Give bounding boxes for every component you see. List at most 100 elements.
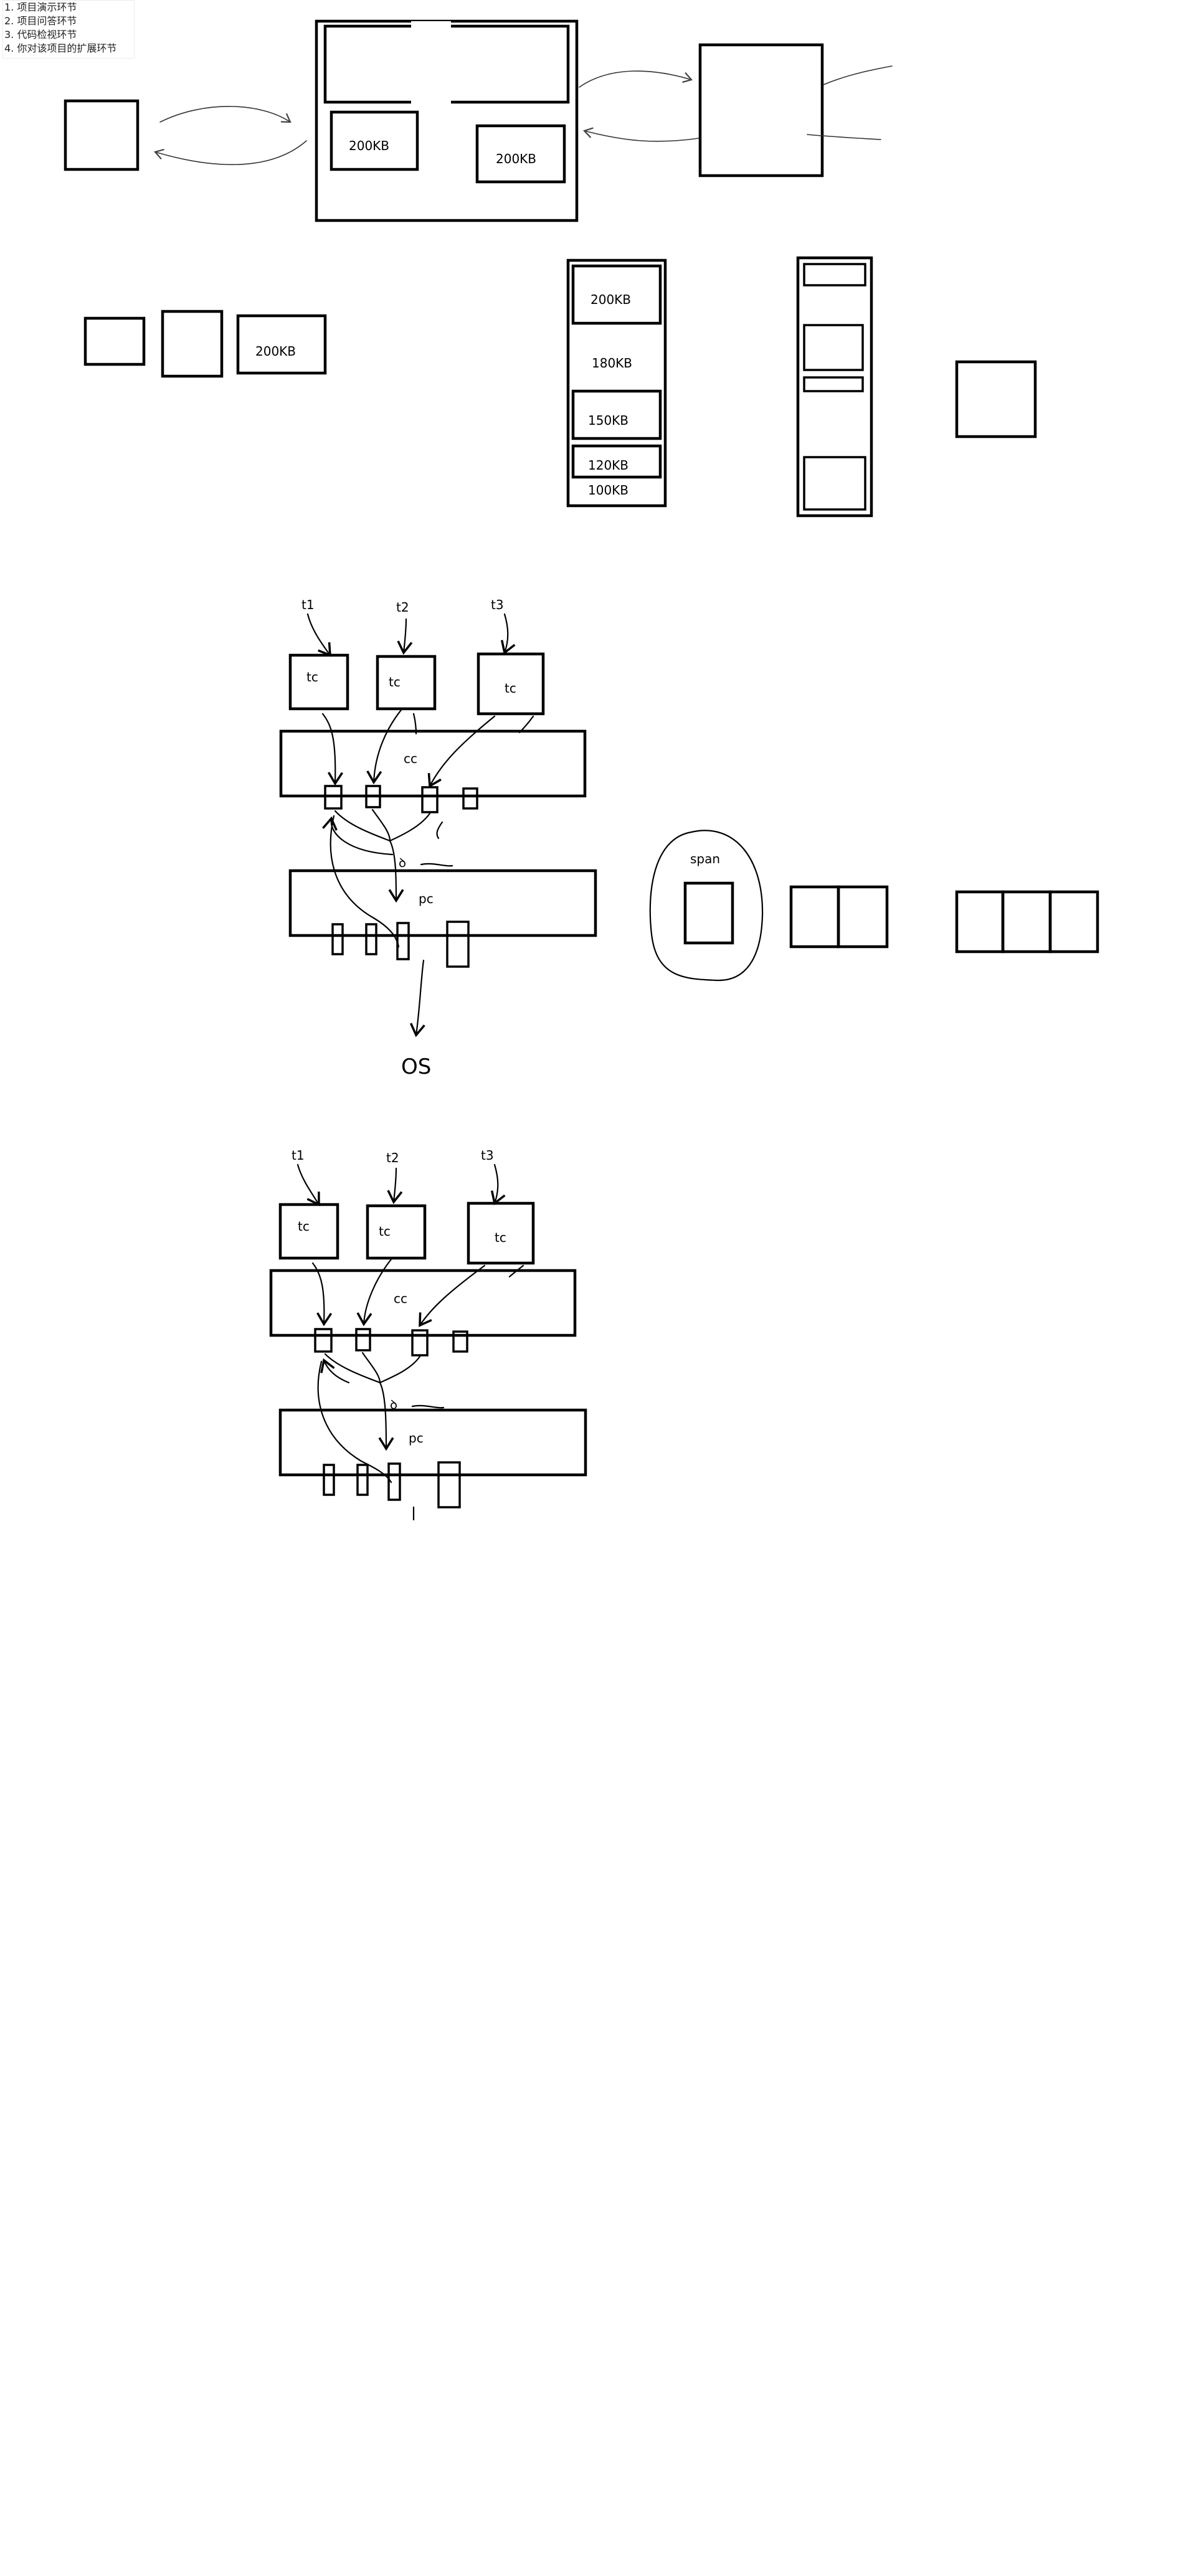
d2-marker: ꝺ <box>390 1397 397 1412</box>
compact-block-3 <box>803 376 864 392</box>
d1-join-slot3 <box>389 812 431 842</box>
d2-t2-label: t2 <box>386 1150 399 1165</box>
heap-block-b-label: 200KB <box>496 151 536 166</box>
d2-return-arrow <box>320 1358 350 1384</box>
d1-marker-dash <box>420 863 453 867</box>
span2-page-2 <box>837 885 889 949</box>
d2-arrow-t1 <box>296 1163 320 1206</box>
mem-200kb <box>571 264 662 325</box>
d1-arrow-t2 <box>397 618 413 655</box>
mem-200kb-label: 200KB <box>590 292 631 307</box>
d2-cc-slot-4 <box>452 1330 468 1353</box>
arrow-to-os-block <box>579 70 693 88</box>
d2-cc-label: cc <box>394 1291 407 1306</box>
d1-arrow-tc2-cc <box>366 709 402 785</box>
d1-dot <box>436 821 443 840</box>
d1-arrow-t1 <box>306 613 331 657</box>
d1-cc-slot-2 <box>365 785 381 808</box>
d2-pc-slot-2 <box>356 1464 369 1496</box>
d1-tc-2-label: tc <box>389 675 401 689</box>
d1-t3-label: t3 <box>491 597 504 612</box>
d1-tick-tc2 <box>412 713 417 735</box>
note-item-2: 2. 项目问答环节 <box>4 15 77 27</box>
small-block-3 <box>236 314 327 375</box>
d1-pc-slot-3 <box>396 922 410 960</box>
d1-return-arrow <box>322 816 394 856</box>
d2-join-slot2 <box>361 1352 381 1384</box>
mem-100kb-label: 100KB <box>588 483 628 498</box>
compact-block-1 <box>803 263 866 286</box>
span3-page-2 <box>1001 890 1052 954</box>
heap-block-b <box>475 124 566 184</box>
arrow-from-heap <box>153 140 307 166</box>
compact-block-2 <box>803 324 864 371</box>
d1-tc-2 <box>376 655 437 711</box>
d1-t2-label: t2 <box>396 600 409 615</box>
memory-column <box>566 258 667 508</box>
d1-os-label: OS <box>401 1054 431 1079</box>
mem-120kb-label: 120KB <box>588 458 628 473</box>
span-page <box>683 881 734 945</box>
d1-cc-slot-1 <box>324 785 343 810</box>
d2-marker-dash <box>411 1404 445 1409</box>
small-block-left <box>64 99 140 171</box>
small-block-1 <box>83 316 146 366</box>
d2-arrow-slot1-pc <box>324 1353 394 1451</box>
compact-column <box>796 256 873 518</box>
d2-pc-slot-1 <box>323 1464 335 1496</box>
d1-cc-box <box>279 729 587 798</box>
arrow-from-os-block <box>582 127 700 142</box>
mem-150kb-label: 150KB <box>588 413 628 428</box>
compact-block-4 <box>803 456 866 511</box>
d2-join-slot3 <box>379 1355 421 1384</box>
d1-loop-left <box>330 815 400 948</box>
os-block <box>698 43 824 178</box>
d1-pc-label: pc <box>419 891 434 906</box>
d2-tc-3-label: tc <box>495 1230 506 1245</box>
free-block <box>955 360 1037 438</box>
d1-pc-slot-1 <box>331 923 344 955</box>
span-label: span <box>690 851 720 866</box>
d1-marker: ꝺ <box>399 855 406 870</box>
d1-pc-slot-4 <box>446 921 470 968</box>
d1-cc-slot-3 <box>421 786 439 813</box>
d2-loop-left <box>317 1360 392 1484</box>
mem-150kb <box>571 389 662 440</box>
d1-arrow-tc3-cc <box>427 715 496 788</box>
d1-pc-slot-2 <box>365 923 377 955</box>
note-item-1: 1. 项目演示环节 <box>4 1 77 13</box>
arrow-to-heap <box>159 106 292 123</box>
d1-t1-label: t1 <box>301 597 315 612</box>
d1-join-slot2 <box>371 808 391 842</box>
mem-120kb <box>571 444 662 479</box>
heap-block-a <box>330 110 419 171</box>
d1-arrow-to-os <box>409 959 425 1038</box>
small-block-2 <box>161 310 224 378</box>
d2-cc-slot-1 <box>314 1328 333 1353</box>
d2-arrow-t2 <box>387 1167 403 1205</box>
mem-180kb-label: 180KB <box>592 356 632 371</box>
d1-arrow-slot1-pc <box>334 810 404 903</box>
d1-tc-1-label: tc <box>306 670 318 684</box>
d2-pc-label: pc <box>409 1431 424 1446</box>
d2-pc-slot-3 <box>387 1462 401 1501</box>
d2-tc-1-label: tc <box>298 1219 310 1234</box>
d1-arrow-tc1-cc <box>321 713 343 786</box>
d1-pc-box <box>288 869 597 937</box>
span2-page-1 <box>789 885 840 949</box>
span3-page-1 <box>955 890 1005 954</box>
note-item-4: 4. 你对该项目的扩展环节 <box>4 42 117 54</box>
span3-page-3 <box>1048 890 1099 954</box>
span-blob <box>649 830 764 982</box>
d1-cc-slot-4 <box>462 787 478 810</box>
small-block-3-label: 200KB <box>255 344 296 359</box>
d1-cc-label: cc <box>404 751 417 766</box>
note-item-3: 3. 代码检视环节 <box>4 29 77 40</box>
d2-tick-tc3 <box>508 1264 524 1278</box>
d2-tc-1 <box>278 1203 339 1260</box>
d2-tc-2 <box>366 1204 427 1260</box>
d2-tc-2-label: tc <box>379 1224 391 1239</box>
d2-t3-label: t3 <box>481 1148 494 1163</box>
